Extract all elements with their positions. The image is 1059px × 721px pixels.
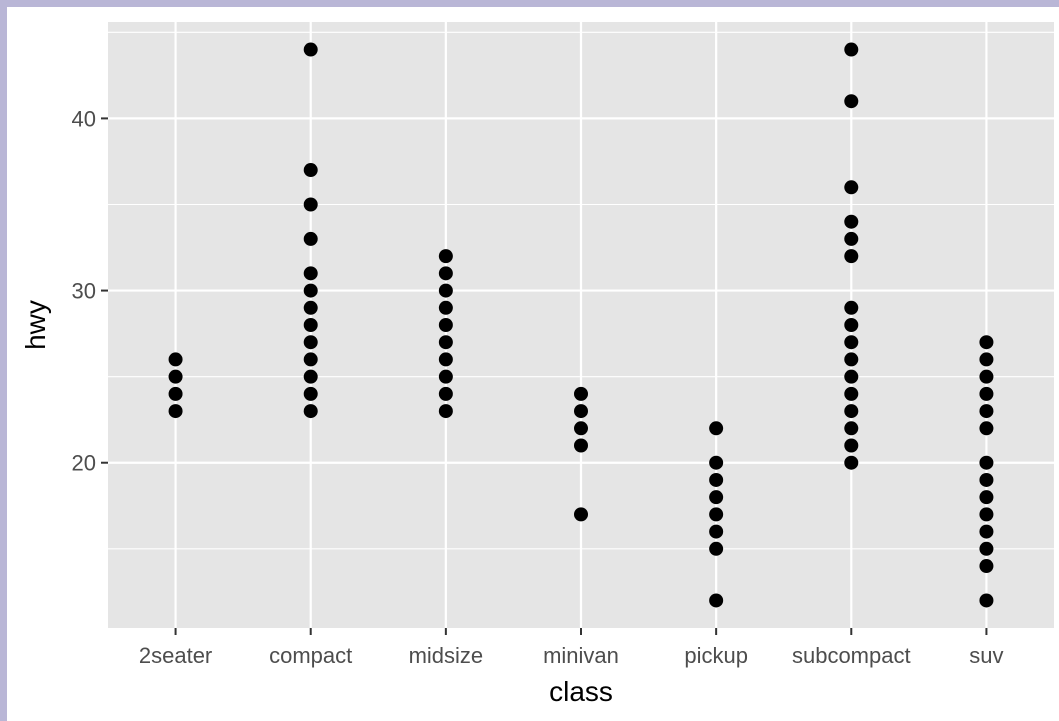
data-point — [709, 455, 724, 470]
data-point — [709, 472, 724, 487]
y-axis: 20 30 40 — [72, 106, 108, 476]
data-point — [709, 507, 724, 522]
data-point — [438, 369, 453, 384]
data-point — [844, 352, 859, 367]
data-point — [168, 386, 183, 401]
x-axis-title: class — [549, 676, 613, 707]
data-point — [438, 335, 453, 350]
data-point — [844, 404, 859, 419]
chart-frame: 20 30 40 2seater compact midsize minivan picku… — [7, 7, 1059, 721]
data-point — [303, 404, 318, 419]
x-tick-label: subcompact — [792, 643, 911, 668]
data-point — [303, 42, 318, 57]
data-point — [979, 335, 994, 350]
data-point — [574, 507, 588, 522]
data-point — [844, 369, 859, 384]
data-point — [438, 249, 453, 264]
data-point — [303, 197, 318, 212]
data-point — [303, 283, 318, 298]
data-point — [303, 335, 318, 350]
data-point — [303, 300, 318, 315]
x-tick-label: compact — [269, 643, 352, 668]
data-point — [438, 404, 453, 419]
data-point — [303, 163, 318, 178]
y-tick-label: 40 — [72, 106, 96, 131]
x-tick-label: 2seater — [139, 643, 212, 668]
data-point — [979, 559, 994, 574]
data-point — [438, 318, 453, 332]
data-point — [574, 404, 588, 419]
x-tick-label: pickup — [684, 643, 748, 668]
data-point — [979, 541, 994, 556]
data-point — [574, 386, 588, 401]
x-tick-label: suv — [969, 643, 1003, 668]
data-point — [168, 369, 183, 384]
data-point — [844, 300, 859, 315]
x-tick-label: minivan — [543, 643, 619, 668]
data-point — [709, 541, 724, 556]
data-point — [979, 352, 994, 367]
data-points — [168, 42, 994, 608]
y-tick-label: 20 — [72, 451, 96, 476]
data-point — [979, 455, 994, 470]
data-point — [438, 352, 453, 367]
data-point — [574, 438, 588, 453]
data-point — [709, 421, 724, 436]
data-point — [844, 438, 859, 453]
data-point — [844, 318, 859, 332]
data-point — [303, 369, 318, 384]
y-axis-title: hwy — [20, 300, 51, 350]
data-point — [303, 386, 318, 401]
data-point — [979, 404, 994, 419]
scatter-chart: 20 30 40 2seater compact midsize minivan picku… — [20, 22, 1054, 707]
data-point — [844, 231, 859, 246]
data-point — [844, 335, 859, 350]
data-point — [844, 249, 859, 264]
data-point — [844, 180, 859, 195]
data-point — [709, 524, 724, 539]
data-point — [303, 352, 318, 367]
data-point — [979, 386, 994, 401]
data-point — [979, 507, 994, 522]
data-point — [168, 404, 183, 419]
data-point — [438, 300, 453, 315]
data-point — [844, 214, 859, 229]
x-axis: 2seater compact midsize minivan pickup subcom… — [139, 628, 1004, 668]
data-point — [574, 421, 588, 436]
data-point — [979, 593, 994, 608]
data-point — [979, 369, 994, 384]
data-point — [168, 352, 183, 367]
data-point — [438, 266, 453, 281]
data-point — [709, 593, 724, 608]
data-point — [979, 421, 994, 436]
data-point — [844, 421, 859, 436]
y-tick-label: 30 — [72, 279, 96, 304]
data-point — [844, 386, 859, 401]
data-point — [844, 455, 859, 470]
data-point — [844, 42, 859, 57]
data-point — [844, 94, 859, 109]
data-point — [709, 490, 724, 505]
data-point — [979, 472, 994, 487]
data-point — [303, 318, 318, 332]
data-point — [438, 283, 453, 298]
data-point — [303, 231, 318, 246]
data-point — [303, 266, 318, 281]
data-point — [438, 386, 453, 401]
data-point — [979, 524, 994, 539]
x-tick-label: midsize — [409, 643, 484, 668]
data-point — [979, 490, 994, 505]
